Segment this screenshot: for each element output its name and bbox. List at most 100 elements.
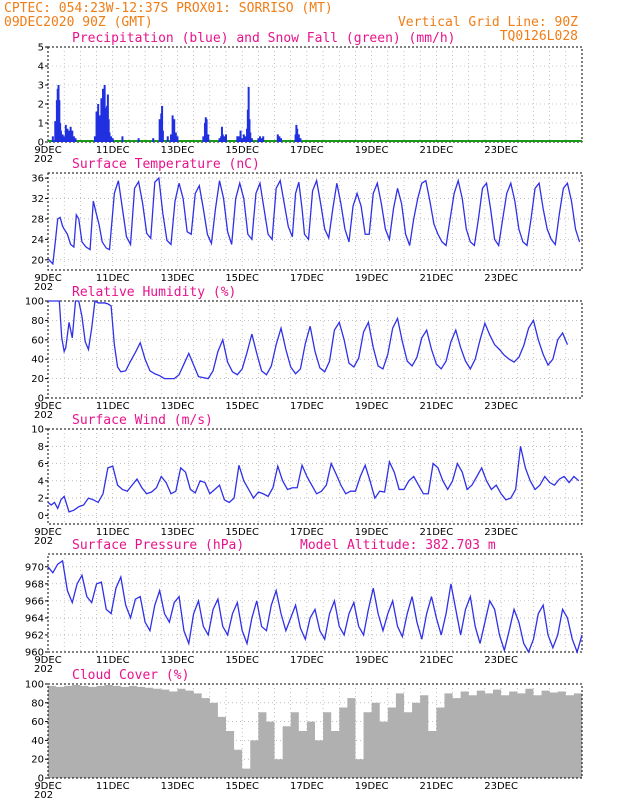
panel-frame-top xyxy=(47,683,583,779)
y-tick-label: 0 xyxy=(38,774,44,785)
x-tick-label: 11DEC xyxy=(96,401,130,412)
series-line-press xyxy=(47,559,583,655)
y-tick-label: 100 xyxy=(25,297,44,308)
x-tick-label: 11DEC xyxy=(96,145,130,156)
precip-bar xyxy=(257,138,260,142)
x-tick-label: 23DEC xyxy=(484,781,518,792)
y-tick-label: 100 xyxy=(25,680,44,691)
precip-bar xyxy=(72,136,75,142)
precip-bar xyxy=(95,111,98,142)
panel-title: Surface Pressure (hPa) xyxy=(72,538,244,553)
y-tick-label: 0 xyxy=(38,138,44,149)
x-tick-label: 21DEC xyxy=(419,273,453,284)
precip-bar xyxy=(161,105,164,142)
precip-bar xyxy=(280,138,283,142)
precip-bar xyxy=(161,130,164,142)
precip-bar xyxy=(250,138,253,142)
precip-bar xyxy=(218,138,221,142)
header-station: CPTEC: 054:23W-12:37S PROX01: SORRISO (M… xyxy=(4,1,333,16)
precip-bar xyxy=(106,94,109,142)
x-tick-label: 15DEC xyxy=(225,781,259,792)
y-tick-label: 80 xyxy=(31,316,44,327)
y-tick-label: 20 xyxy=(31,255,44,266)
year-fragment: 202 xyxy=(34,410,53,421)
x-tick-label: 9DEC xyxy=(34,781,61,792)
y-tick-label: 3 xyxy=(38,81,44,92)
precip-bar xyxy=(100,98,103,142)
year-fragment: 202 xyxy=(34,536,53,547)
precip-bar xyxy=(54,121,57,142)
y-tick-label: 970 xyxy=(25,562,44,573)
precip-bar xyxy=(98,115,101,142)
x-tick-label: 11DEC xyxy=(96,781,130,792)
y-tick-label: 2 xyxy=(38,494,44,505)
cloud-cover-area xyxy=(48,684,582,778)
x-tick-label: 21DEC xyxy=(419,401,453,412)
precip-bar xyxy=(121,136,124,142)
panel-title: Surface Temperature (nC) xyxy=(72,157,260,172)
precip-bar xyxy=(171,115,174,142)
x-tick-label: 15DEC xyxy=(225,655,259,666)
header-grid-note: Vertical Grid Line: 90Z xyxy=(398,15,578,30)
y-tick-label: 60 xyxy=(31,335,44,346)
y-tick-label: 10 xyxy=(31,425,44,436)
y-tick-label: 968 xyxy=(25,579,44,590)
precip-bar xyxy=(244,136,247,142)
precip-bar xyxy=(111,138,114,142)
y-tick-label: 80 xyxy=(31,698,44,709)
precip-bar xyxy=(69,126,72,142)
x-tick-label: 15DEC xyxy=(225,527,259,538)
panel-frame xyxy=(47,300,583,399)
precip-bar xyxy=(297,134,300,142)
precip-bar xyxy=(247,86,250,142)
year-fragment: 202 xyxy=(34,664,53,675)
x-tick-label: 17DEC xyxy=(290,781,324,792)
y-tick-label: 4 xyxy=(38,476,44,487)
precip-bar xyxy=(51,136,54,142)
precip-bar xyxy=(137,138,140,142)
panel-wind: 0 2 4 6 8 10 9DEC 11DEC 13DEC 15DEC 17DEC 19DEC 21DE… xyxy=(31,413,583,547)
x-tick-label: 19DEC xyxy=(355,781,389,792)
panel-frame xyxy=(47,553,583,653)
y-tick-label: 5 xyxy=(38,43,44,54)
panel-title: Precipitation (blue) and Snow Fall (gree… xyxy=(72,31,456,46)
x-tick-label: 11DEC xyxy=(96,527,130,538)
x-tick-label: 15DEC xyxy=(225,401,259,412)
precip-bar xyxy=(207,134,210,142)
precip-bar xyxy=(68,130,71,142)
x-tick-label: 23DEC xyxy=(484,145,518,156)
precip-bar xyxy=(64,124,67,142)
precip-bar xyxy=(221,134,224,142)
precip-bar xyxy=(152,138,155,142)
y-tick-label: 960 xyxy=(25,648,44,659)
precip-bar xyxy=(236,136,239,142)
precip-bar xyxy=(248,119,251,142)
x-tick-label: 13DEC xyxy=(161,145,195,156)
panel-frame xyxy=(47,46,583,143)
y-tick-label: 966 xyxy=(25,596,44,607)
precip-bar xyxy=(97,104,100,142)
panel-rh: 0 20 40 60 80 100 9DEC 11DEC 13DEC 15DEC 17DEC 19DE… xyxy=(25,285,583,421)
y-tick-label: 32 xyxy=(31,194,44,205)
y-tick-label: 28 xyxy=(31,214,44,225)
y-tick-label: 4 xyxy=(38,62,44,73)
x-tick-label: 11DEC xyxy=(96,655,130,666)
series-line-temp xyxy=(47,176,581,266)
precip-bar xyxy=(169,134,172,142)
x-tick-label: 9DEC xyxy=(34,145,61,156)
x-tick-label: 21DEC xyxy=(419,655,453,666)
panel-title: Surface Wind (m/s) xyxy=(72,413,213,428)
precip-bar xyxy=(225,134,227,142)
panel-subtitle: Model Altitude: 382.703 m xyxy=(300,538,496,553)
x-tick-label: 11DEC xyxy=(96,273,130,284)
panel-cloud: 0 20 40 60 80 100 9DEC 11DEC 13DEC 15DEC 17DEC 19DE… xyxy=(25,668,583,800)
y-tick-label: 40 xyxy=(31,355,44,366)
precip-bar xyxy=(107,119,110,142)
precip-bar xyxy=(260,138,263,142)
precip-bar xyxy=(241,138,244,142)
y-tick-label: 962 xyxy=(25,630,44,641)
precip-bar xyxy=(296,128,299,142)
y-tick-label: 2 xyxy=(38,100,44,111)
precip-bar xyxy=(174,132,177,142)
precip-bar xyxy=(93,136,96,142)
